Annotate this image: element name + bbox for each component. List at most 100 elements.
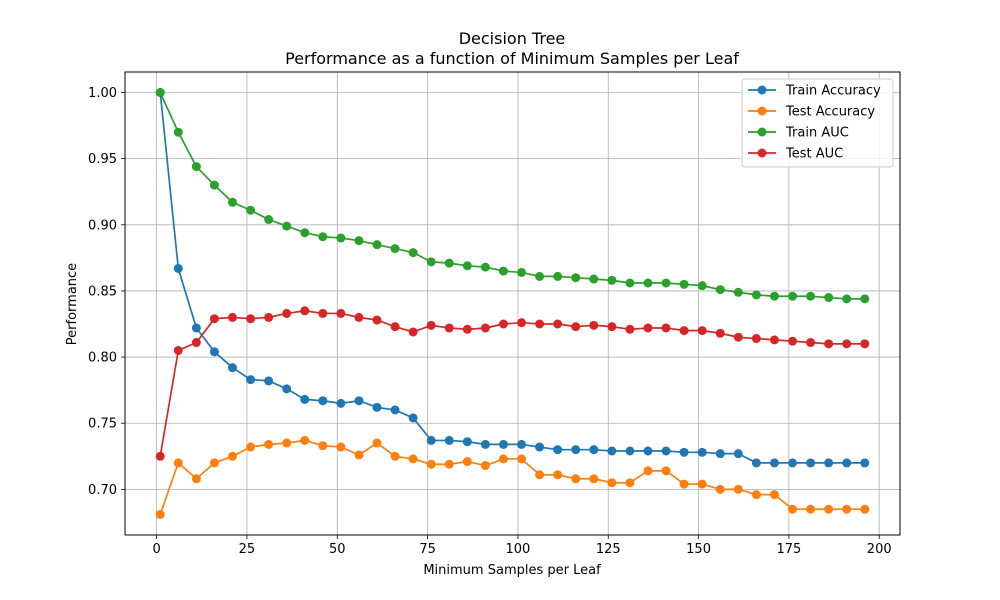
data-point-test-auc	[661, 323, 671, 333]
data-point-train-auc	[227, 197, 237, 207]
legend-label-train-auc: Train AUC	[785, 126, 849, 141]
x-tick-label: 200	[867, 542, 892, 557]
data-point-train-accuracy	[571, 445, 581, 455]
y-tick-label: 0.95	[88, 152, 117, 167]
data-point-test-accuracy	[517, 454, 527, 464]
data-point-test-auc	[462, 324, 472, 334]
data-point-train-auc	[336, 233, 346, 243]
data-point-test-accuracy	[643, 466, 653, 476]
plot-frame	[124, 71, 901, 536]
data-point-train-auc	[715, 285, 725, 295]
series-layer	[155, 88, 870, 519]
data-point-train-accuracy	[426, 435, 436, 445]
data-point-test-accuracy	[589, 474, 599, 484]
data-point-train-auc	[498, 266, 508, 276]
data-point-train-auc	[480, 262, 490, 272]
data-point-train-accuracy	[191, 323, 201, 333]
data-point-train-accuracy	[444, 435, 454, 445]
data-point-test-accuracy	[282, 438, 292, 448]
data-point-test-auc	[390, 322, 400, 332]
legend-box	[741, 78, 894, 168]
data-point-train-auc	[553, 271, 563, 281]
data-point-train-accuracy	[769, 458, 779, 468]
data-point-train-auc	[264, 214, 274, 224]
data-point-test-auc	[715, 328, 725, 338]
data-point-test-auc	[788, 336, 798, 346]
data-point-test-accuracy	[462, 457, 472, 467]
x-tick-label: 75	[419, 542, 436, 557]
data-point-test-accuracy	[354, 450, 364, 460]
data-point-train-auc	[535, 271, 545, 281]
data-point-test-auc	[444, 323, 454, 333]
data-point-train-accuracy	[498, 439, 508, 449]
data-point-train-auc	[318, 232, 328, 242]
data-point-test-accuracy	[390, 451, 400, 461]
data-point-train-auc	[300, 228, 310, 238]
data-point-test-accuracy	[697, 479, 707, 489]
data-point-train-accuracy	[246, 375, 256, 385]
legend-marker-train-auc	[757, 127, 767, 137]
data-point-train-auc	[246, 205, 256, 215]
data-point-train-accuracy	[806, 458, 816, 468]
data-point-test-auc	[643, 323, 653, 333]
data-point-test-auc	[553, 319, 563, 329]
data-point-test-accuracy	[372, 438, 382, 448]
data-point-test-accuracy	[426, 459, 436, 469]
y-tick-label: 1.00	[88, 86, 117, 101]
data-point-train-auc	[788, 291, 798, 301]
series-train-accuracy	[155, 88, 870, 468]
legend-marker-train-accuracy	[757, 85, 767, 95]
data-point-train-accuracy	[607, 446, 617, 456]
data-point-train-accuracy	[372, 402, 382, 412]
grid	[125, 72, 900, 535]
data-point-train-accuracy	[751, 458, 761, 468]
data-point-test-accuracy	[679, 479, 689, 489]
data-point-test-auc	[733, 332, 743, 342]
data-point-train-auc	[824, 293, 834, 303]
data-point-test-accuracy	[571, 474, 581, 484]
data-point-test-auc	[769, 335, 779, 345]
data-point-test-auc	[426, 320, 436, 330]
data-point-test-auc	[860, 339, 870, 349]
data-point-test-accuracy	[155, 509, 165, 519]
data-point-test-accuracy	[715, 484, 725, 494]
data-point-test-accuracy	[661, 466, 671, 476]
data-point-test-auc	[155, 451, 165, 461]
data-point-train-auc	[806, 291, 816, 301]
data-point-test-accuracy	[498, 454, 508, 464]
data-point-train-auc	[842, 294, 852, 304]
data-point-train-auc	[462, 261, 472, 271]
data-point-train-accuracy	[209, 347, 219, 357]
data-point-train-accuracy	[788, 458, 798, 468]
data-point-train-auc	[191, 162, 201, 172]
data-point-test-auc	[282, 308, 292, 318]
data-point-train-accuracy	[824, 458, 834, 468]
data-point-train-auc	[661, 278, 671, 288]
data-point-test-auc	[173, 345, 183, 355]
data-point-test-auc	[535, 319, 545, 329]
data-point-test-auc	[372, 315, 382, 325]
data-point-test-auc	[589, 320, 599, 330]
data-point-train-accuracy	[553, 445, 563, 455]
data-point-train-accuracy	[842, 458, 852, 468]
data-point-test-auc	[264, 312, 274, 322]
data-point-test-accuracy	[553, 470, 563, 480]
data-point-train-auc	[517, 267, 527, 277]
data-point-test-accuracy	[842, 504, 852, 514]
data-point-train-auc	[173, 127, 183, 137]
y-tick-label: 0.90	[88, 218, 117, 233]
data-point-train-accuracy	[173, 263, 183, 273]
x-tick-label: 50	[329, 542, 346, 557]
data-point-test-auc	[209, 314, 219, 324]
data-point-train-auc	[607, 275, 617, 285]
chart-subtitle: Performance as a function of Minimum Sam…	[285, 49, 739, 68]
data-point-train-accuracy	[679, 447, 689, 457]
data-point-train-auc	[209, 180, 219, 190]
data-point-test-accuracy	[860, 504, 870, 514]
data-point-train-auc	[733, 287, 743, 297]
data-point-train-accuracy	[318, 396, 328, 406]
data-point-train-auc	[589, 274, 599, 284]
data-point-test-auc	[697, 326, 707, 336]
legend-marker-test-accuracy	[757, 106, 767, 116]
